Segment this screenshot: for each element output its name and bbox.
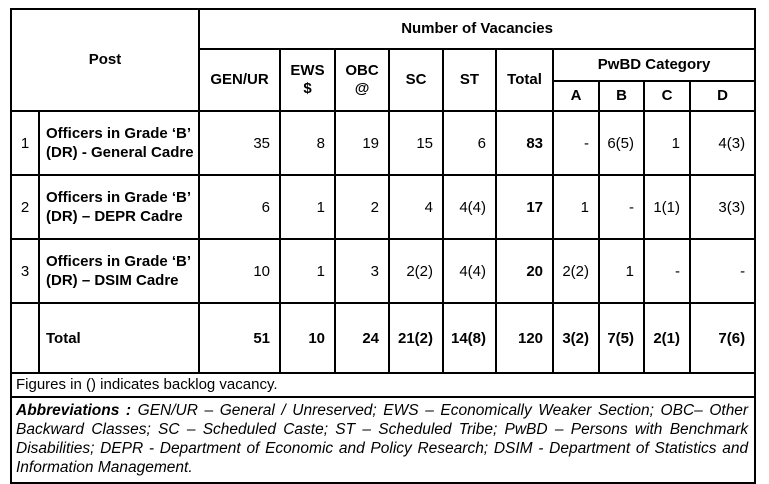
cell-st: 4(4) <box>442 238 498 304</box>
post-name: Officers in Grade ‘B’ (DR) – DEPR Cadre <box>37 174 201 240</box>
cell-st: 4(4) <box>442 174 498 240</box>
post-name: Officers in Grade ‘B’ (DR) - General Cad… <box>37 110 201 176</box>
ews-label: EWS <box>290 62 325 79</box>
vacancy-table: Post Number of Vacancies GEN/UR EWS $ OBC… <box>9 8 757 484</box>
header-row-1: Post Number of Vacancies <box>9 8 757 112</box>
total-header-cell: Total <box>495 48 555 112</box>
cell-pwbd-a: 2(2) <box>552 238 601 304</box>
pwbd-a-header-cell: A <box>552 80 601 112</box>
cell-total: 120 <box>495 302 555 374</box>
cell-ews: 1 <box>279 174 337 240</box>
post-header-cell: Post <box>9 8 201 112</box>
table-row-1: 1 Officers in Grade ‘B’ (DR) - General C… <box>10 110 757 176</box>
cell-genur: 35 <box>198 110 282 176</box>
obc-header-cell: OBC @ <box>334 48 391 112</box>
footnote-text: Figures in () indicates backlog vacancy. <box>9 372 757 398</box>
pwbd-d-header-cell: D <box>689 80 757 112</box>
cell-obc: 19 <box>334 110 391 176</box>
cell-pwbd-b: 1 <box>598 238 646 304</box>
cell-pwbd-b: - <box>598 174 646 240</box>
total-row-label: Total <box>37 302 201 374</box>
serial-number: 2 <box>10 174 40 240</box>
abbreviations-text: GEN/UR – General / Unreserved; EWS – Eco… <box>16 402 749 476</box>
cell-pwbd-d: 4(3) <box>689 110 757 176</box>
sc-header-cell: SC <box>388 48 445 112</box>
cell-sc: 21(2) <box>388 302 445 374</box>
cell-genur: 10 <box>198 238 282 304</box>
cell-pwbd-d: 7(6) <box>689 302 757 374</box>
cell-pwbd-a: 3(2) <box>552 302 601 374</box>
ews-header-cell: EWS $ <box>279 48 337 112</box>
cell-obc: 24 <box>334 302 391 374</box>
cell-total: 20 <box>495 238 555 304</box>
cell-total: 17 <box>495 174 555 240</box>
cell-pwbd-d: 3(3) <box>689 174 757 240</box>
cell-obc: 2 <box>334 174 391 240</box>
abbreviations-cell: Abbreviations : GEN/UR – General / Unres… <box>9 396 757 484</box>
cell-genur: 51 <box>198 302 282 374</box>
cell-pwbd-c: 2(1) <box>643 302 692 374</box>
obc-label: OBC <box>345 62 379 79</box>
pwbd-category-header-cell: PwBD Category <box>552 48 757 82</box>
cell-pwbd-c: 1(1) <box>643 174 692 240</box>
footnote-row: Figures in () indicates backlog vacancy. <box>9 372 757 398</box>
serial-number: 3 <box>10 238 40 304</box>
cell-pwbd-c: - <box>643 238 692 304</box>
abbreviations-row: Abbreviations : GEN/UR – General / Unres… <box>9 396 757 484</box>
vacancies-header-cell: Number of Vacancies <box>198 8 757 50</box>
cell-ews: 1 <box>279 238 337 304</box>
abbreviations-label: Abbreviations : <box>16 402 132 419</box>
st-header-cell: ST <box>442 48 498 112</box>
post-name: Officers in Grade ‘B’ (DR) – DSIM Cadre <box>37 238 201 304</box>
cell-obc: 3 <box>334 238 391 304</box>
ews-symbol: $ <box>303 80 312 97</box>
cell-pwbd-d: - <box>689 238 757 304</box>
serial-number: 1 <box>10 110 40 176</box>
genur-header-cell: GEN/UR <box>198 48 282 112</box>
cell-ews: 10 <box>279 302 337 374</box>
cell-pwbd-c: 1 <box>643 110 692 176</box>
table-row-3: 3 Officers in Grade ‘B’ (DR) – DSIM Cadr… <box>10 238 757 304</box>
table-row-2: 2 Officers in Grade ‘B’ (DR) – DEPR Cadr… <box>10 174 757 240</box>
cell-total: 83 <box>495 110 555 176</box>
cell-sc: 15 <box>388 110 445 176</box>
obc-symbol: @ <box>354 80 370 97</box>
pwbd-c-header-cell: C <box>643 80 692 112</box>
cell-genur: 6 <box>198 174 282 240</box>
cell-sc: 2(2) <box>388 238 445 304</box>
cell-ews: 8 <box>279 110 337 176</box>
header-row-3: A B C D <box>11 80 757 112</box>
total-row: Total 51 10 24 21(2) 14(8) 120 3(2) 7(5)… <box>10 302 757 374</box>
cell-pwbd-b: 6(5) <box>598 110 646 176</box>
cell-pwbd-a: - <box>552 110 601 176</box>
serial-number-empty <box>10 302 40 374</box>
cell-sc: 4 <box>388 174 445 240</box>
pwbd-b-header-cell: B <box>598 80 646 112</box>
header-row-2: GEN/UR EWS $ OBC @ SC ST Total PwBD Catego… <box>11 48 757 112</box>
cell-pwbd-b: 7(5) <box>598 302 646 374</box>
cell-pwbd-a: 1 <box>552 174 601 240</box>
cell-st: 6 <box>442 110 498 176</box>
cell-st: 14(8) <box>442 302 498 374</box>
